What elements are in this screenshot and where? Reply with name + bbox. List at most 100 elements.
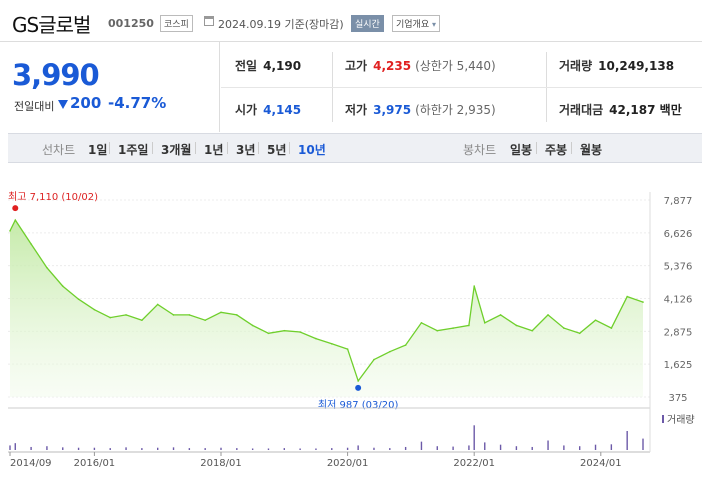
- y-tick-label: 7,877: [664, 196, 693, 207]
- volume-bar: [9, 445, 11, 450]
- period-10y[interactable]: 10년: [298, 143, 326, 157]
- line-chart-label: 선차트: [42, 143, 76, 157]
- data-point: [389, 350, 391, 353]
- volume-bar: [299, 448, 301, 450]
- volume-bars: [9, 425, 644, 450]
- period-5y[interactable]: 5년: [267, 143, 287, 157]
- data-point: [236, 314, 238, 316]
- data-point: [251, 324, 254, 327]
- stat-value: 42,187 백만: [609, 103, 682, 117]
- divider: [221, 87, 702, 88]
- volume-bar: [468, 445, 470, 450]
- down-triangle-icon: [58, 100, 68, 109]
- data-point: [315, 337, 317, 340]
- price-area: [10, 220, 643, 397]
- divider: [109, 142, 110, 154]
- volume-bar: [157, 447, 159, 450]
- stat-value: 10,249,138: [598, 59, 675, 73]
- data-point: [204, 319, 206, 321]
- stat-value: 3,975: [373, 103, 412, 117]
- data-point: [547, 314, 549, 316]
- realtime-button[interactable]: 실시간: [351, 15, 384, 32]
- x-tick-label: 2024/01: [580, 458, 622, 469]
- candle-monthly[interactable]: 월봉: [580, 143, 603, 157]
- data-point: [473, 285, 476, 287]
- volume-bar: [141, 448, 143, 450]
- data-point: [404, 344, 407, 346]
- volume-bar: [331, 448, 333, 450]
- data-point: [563, 327, 565, 329]
- volume-bar: [315, 448, 317, 450]
- data-point: [61, 285, 64, 287]
- low-label: 최저 987 (03/20): [318, 399, 399, 411]
- divider: [289, 142, 290, 154]
- change-value: 200: [70, 94, 102, 112]
- x-tick-label: 2022/01: [453, 458, 495, 469]
- data-point: [468, 324, 470, 327]
- volume-bar: [404, 446, 407, 450]
- volume-bar: [62, 447, 64, 450]
- volume-bar: [389, 448, 391, 450]
- company-overview-dropdown[interactable]: 기업개요 ▾: [392, 15, 441, 32]
- high-marker: [12, 205, 19, 212]
- volume-bar: [473, 425, 475, 450]
- stat-open: 시가 4,145: [235, 101, 301, 118]
- period-1w[interactable]: 1주일: [118, 143, 149, 157]
- data-point: [610, 327, 613, 329]
- data-point: [188, 314, 191, 316]
- volume-bar: [188, 448, 191, 450]
- stock-header: GS글로벌 001250 코스피 2024.09.19 기준(장마감) 실시간 …: [0, 0, 702, 42]
- data-point: [299, 331, 301, 333]
- volume-bar: [357, 445, 359, 450]
- volume-bar: [642, 438, 644, 450]
- period-3m[interactable]: 3개월: [161, 143, 192, 157]
- high-label: 최고 7,110 (10/02): [8, 191, 98, 203]
- price-points: [9, 219, 644, 382]
- period-1d[interactable]: 1일: [88, 143, 108, 157]
- divider: [227, 142, 228, 154]
- stat-prev: 전일 4,190: [235, 57, 301, 74]
- stock-code: 001250: [108, 17, 154, 30]
- stat-value: 4,190: [263, 59, 302, 73]
- stat-volume: 거래량 10,249,138: [559, 57, 674, 74]
- volume-legend: 거래량: [667, 414, 695, 426]
- divider: [536, 142, 537, 154]
- volume-bar: [267, 448, 270, 450]
- volume-bar: [172, 447, 175, 450]
- data-point: [46, 266, 48, 269]
- x-tick-label: 2014/09: [10, 458, 52, 469]
- volume-bar: [436, 446, 438, 450]
- volume-bar: [251, 448, 254, 450]
- volume-bar: [626, 431, 628, 450]
- divider: [152, 142, 153, 154]
- volume-bar: [484, 442, 486, 450]
- stat-amount: 거래대금 42,187 백만: [559, 101, 682, 118]
- stat-label: 전일: [235, 59, 258, 73]
- lower-limit: (하한가 2,935): [415, 103, 496, 117]
- current-price: 3,990: [12, 58, 100, 92]
- volume-bar: [93, 447, 96, 450]
- data-point: [14, 219, 17, 221]
- volume-bar: [515, 446, 518, 450]
- y-tick-label: 375: [668, 393, 687, 404]
- period-3y[interactable]: 3년: [236, 143, 256, 157]
- candle-weekly[interactable]: 주봉: [545, 143, 568, 157]
- data-point: [357, 380, 359, 382]
- price-summary: 3,990 전일대비 200 -4.77%: [0, 42, 220, 132]
- low-marker: [355, 384, 362, 391]
- change-label: 전일대비: [14, 100, 55, 113]
- data-point: [109, 316, 112, 319]
- period-1y[interactable]: 1년: [204, 143, 224, 157]
- data-point: [373, 358, 375, 361]
- volume-bar: [579, 446, 581, 450]
- data-point: [330, 343, 333, 345]
- volume-bar: [283, 448, 285, 450]
- x-tick-label: 2016/01: [74, 458, 116, 469]
- stat-value: 4,145: [263, 103, 302, 117]
- volume-bar: [220, 447, 222, 450]
- chevron-down-icon: ▾: [432, 20, 437, 29]
- volume-bar: [563, 445, 565, 450]
- candle-daily[interactable]: 일봉: [510, 143, 533, 157]
- data-point: [578, 332, 581, 335]
- volume-legend-swatch: [662, 415, 664, 423]
